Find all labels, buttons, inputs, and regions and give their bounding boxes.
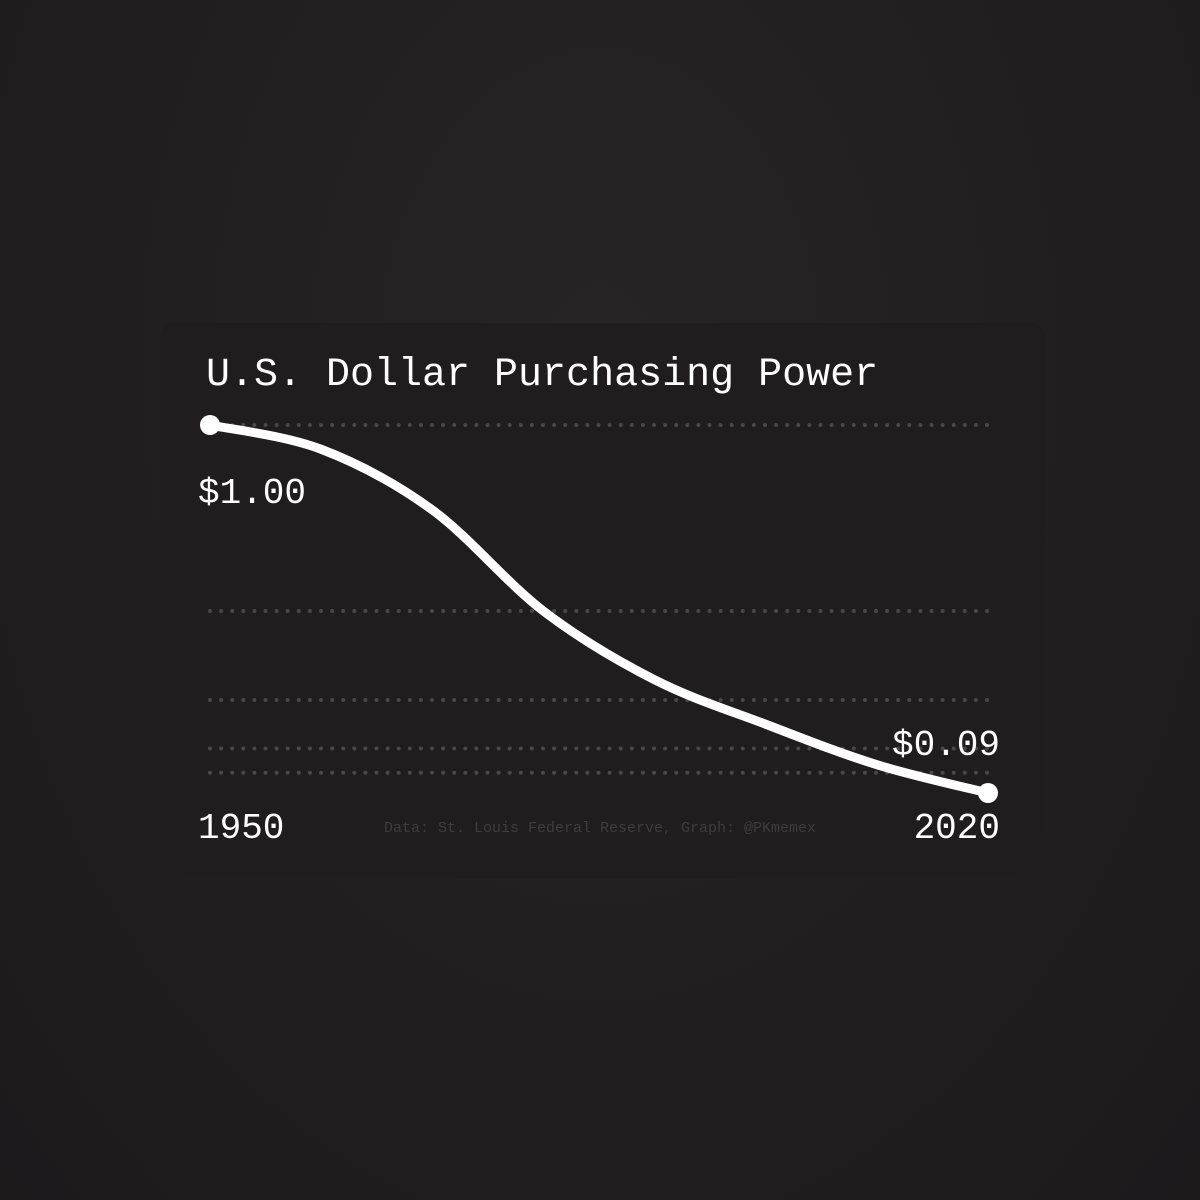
end-point	[200, 415, 220, 435]
source-note: Data: St. Louis Federal Reserve, Graph: …	[384, 820, 816, 837]
chart-title: U.S. Dollar Purchasing Power	[206, 353, 878, 398]
card	[160, 323, 1045, 878]
x-tick-label: 1950	[198, 808, 284, 849]
line	[205, 420, 993, 798]
end-point	[978, 783, 998, 803]
value-label: $0.09	[892, 725, 1000, 766]
value-label: $1.00	[198, 473, 306, 514]
x-tick-label: 2020	[914, 808, 1000, 849]
